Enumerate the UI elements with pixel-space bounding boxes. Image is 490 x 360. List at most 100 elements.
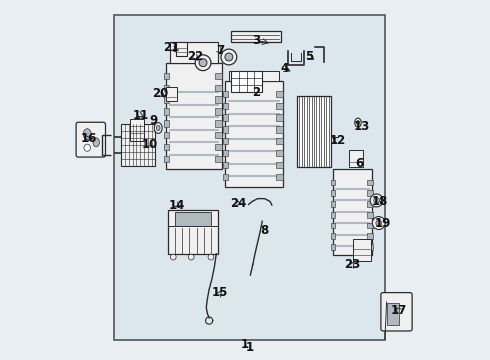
Bar [223, 91, 228, 97]
Text: 17: 17 [391, 305, 407, 318]
Bar [164, 120, 169, 127]
Text: 20: 20 [152, 87, 169, 100]
Bar [367, 190, 373, 196]
Bar [276, 114, 283, 121]
Circle shape [225, 53, 233, 61]
Text: 23: 23 [344, 258, 361, 271]
Bar [223, 150, 228, 156]
Text: 6: 6 [356, 157, 364, 170]
Bar [331, 233, 335, 239]
Circle shape [188, 254, 194, 260]
Bar [225, 81, 283, 187]
Ellipse shape [84, 144, 91, 151]
Bar [331, 223, 335, 228]
Bar [223, 174, 228, 180]
Text: 5: 5 [305, 50, 314, 63]
Circle shape [171, 254, 176, 260]
Bar [215, 96, 222, 103]
Bar [276, 174, 283, 180]
Bar [367, 223, 373, 228]
Bar [164, 108, 169, 115]
Bar [331, 244, 335, 250]
Bar [258, 71, 279, 81]
Text: 10: 10 [142, 138, 158, 150]
FancyBboxPatch shape [381, 293, 412, 331]
Bar [333, 169, 372, 255]
Bar [223, 103, 228, 109]
Bar [276, 150, 283, 156]
Bar [367, 180, 373, 185]
Circle shape [372, 217, 385, 229]
Circle shape [376, 220, 382, 226]
Bar [297, 96, 331, 167]
Text: 4: 4 [280, 62, 289, 75]
Text: 12: 12 [330, 134, 346, 147]
Text: 16: 16 [81, 132, 97, 145]
Text: 18: 18 [371, 195, 388, 208]
Bar [223, 126, 228, 133]
Text: 14: 14 [169, 199, 185, 212]
Bar [223, 114, 228, 121]
Text: 7: 7 [216, 44, 224, 57]
Text: 2: 2 [252, 86, 260, 99]
Text: 21: 21 [163, 41, 180, 54]
Ellipse shape [154, 123, 162, 134]
Bar [331, 201, 335, 207]
Bar [276, 91, 283, 97]
Circle shape [195, 55, 211, 71]
Circle shape [208, 254, 214, 260]
Bar [367, 244, 373, 250]
Bar [122, 125, 155, 166]
Bar [215, 120, 222, 127]
Bar [215, 144, 222, 150]
Bar [176, 42, 187, 56]
Text: 1: 1 [245, 341, 253, 354]
Text: 24: 24 [230, 197, 246, 210]
Bar [164, 156, 169, 162]
Bar [114, 15, 385, 339]
Bar [349, 149, 363, 167]
Bar [168, 211, 218, 253]
Bar [170, 42, 218, 63]
Bar [164, 85, 169, 91]
Text: 11: 11 [133, 109, 149, 122]
Bar [164, 132, 169, 138]
Ellipse shape [355, 118, 361, 127]
Circle shape [221, 49, 237, 65]
Bar [215, 73, 222, 79]
Bar [353, 239, 370, 261]
Text: 22: 22 [187, 50, 203, 63]
Bar [367, 212, 373, 218]
Bar [231, 31, 281, 42]
Text: 1: 1 [241, 338, 249, 351]
Ellipse shape [357, 121, 359, 125]
Ellipse shape [156, 126, 160, 131]
Bar [223, 162, 228, 168]
Circle shape [199, 59, 207, 67]
Text: 3: 3 [252, 33, 260, 47]
Bar [276, 162, 283, 168]
Bar [164, 73, 169, 79]
Text: 8: 8 [261, 224, 269, 237]
Bar [215, 85, 222, 91]
Bar [223, 138, 228, 144]
Ellipse shape [83, 129, 91, 139]
Text: 19: 19 [375, 216, 391, 230]
Bar [166, 87, 177, 101]
Bar [215, 156, 222, 162]
Ellipse shape [93, 138, 99, 147]
Bar [229, 71, 250, 81]
Bar [164, 144, 169, 150]
Bar [331, 190, 335, 196]
Bar [367, 233, 373, 239]
Bar [367, 201, 373, 207]
Bar [276, 126, 283, 133]
Bar [164, 96, 169, 103]
Bar [276, 103, 283, 109]
Bar [331, 180, 335, 185]
Circle shape [374, 198, 379, 203]
Text: 13: 13 [353, 120, 369, 133]
Text: 9: 9 [149, 114, 158, 127]
FancyBboxPatch shape [76, 122, 105, 157]
Bar [276, 138, 283, 144]
